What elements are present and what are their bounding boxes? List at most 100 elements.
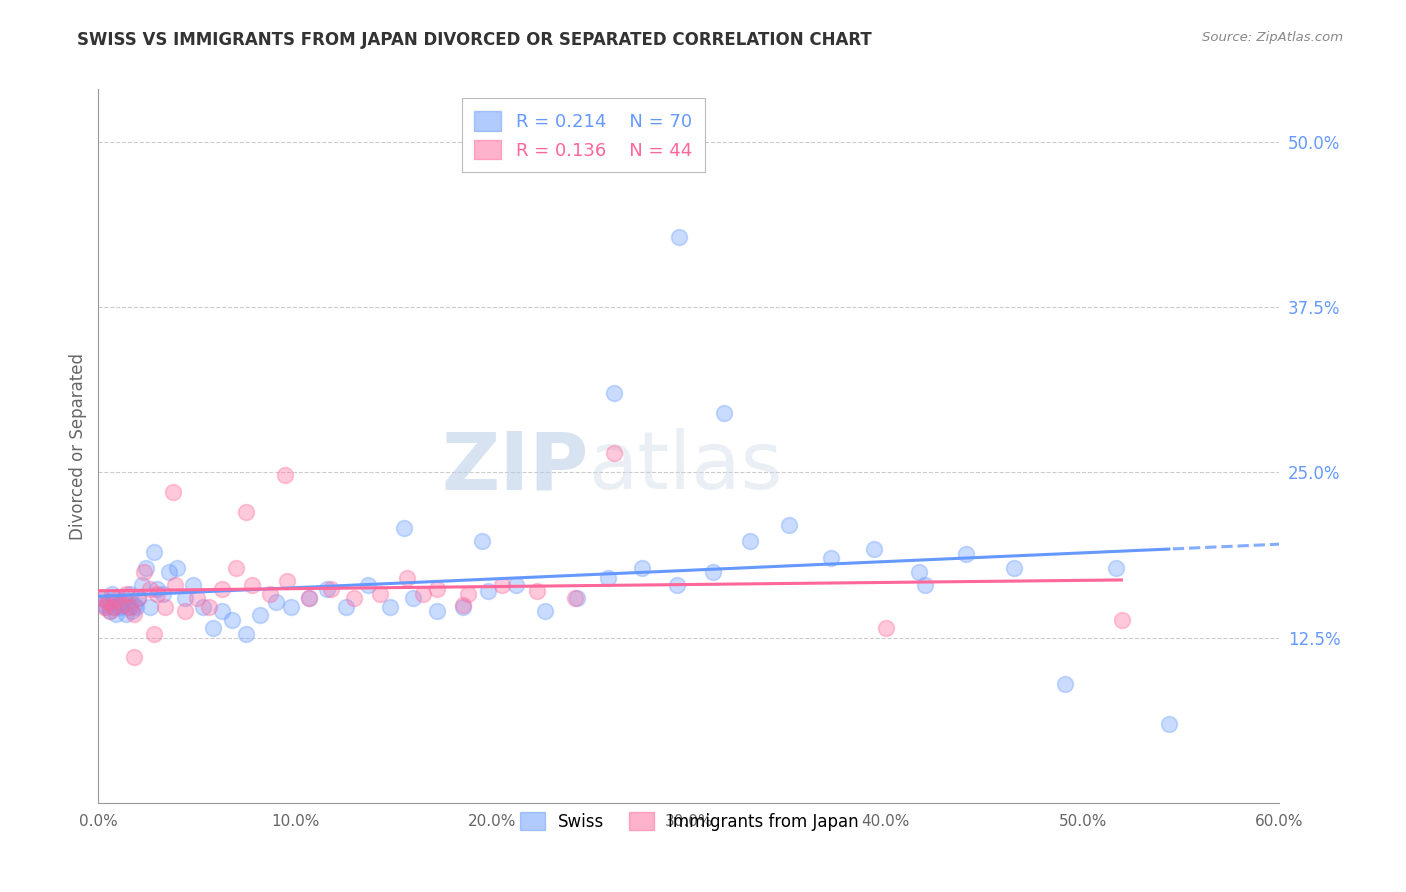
Point (666, 578, 689, 592)
Point (122, 598, 145, 612)
Point (477, 584, 499, 599)
Point (122, 607, 145, 621)
Point (392, 521, 415, 535)
Point (319, 582, 342, 596)
Point (186, 591, 208, 605)
Y-axis label: Divorced or Separated: Divorced or Separated (69, 352, 87, 540)
Point (111, 595, 134, 609)
Point (1159, 716, 1181, 731)
Point (142, 545, 165, 559)
Point (505, 578, 527, 592)
Point (105, 607, 128, 621)
Point (157, 565, 180, 579)
Point (738, 534, 761, 549)
Point (191, 600, 214, 615)
Point (396, 571, 419, 585)
Legend: Swiss, Immigrants from Japan: Swiss, Immigrants from Japan (513, 805, 865, 838)
Text: Source: ZipAtlas.com: Source: ZipAtlas.com (1202, 31, 1343, 45)
Point (368, 587, 391, 601)
Point (534, 604, 557, 618)
Point (335, 600, 357, 615)
Point (875, 621, 897, 635)
Point (914, 578, 936, 592)
Point (603, 445, 626, 459)
Point (103, 591, 125, 605)
Point (402, 591, 425, 605)
Point (201, 621, 224, 635)
Text: atlas: atlas (589, 428, 783, 507)
Point (235, 505, 257, 519)
Point (315, 582, 337, 596)
Point (259, 587, 281, 601)
Text: SWISS VS IMMIGRANTS FROM JAPAN DIVORCED OR SEPARATED CORRELATION CHART: SWISS VS IMMIGRANTS FROM JAPAN DIVORCED … (77, 31, 872, 49)
Point (108, 600, 131, 615)
Point (1002, 560, 1025, 574)
Point (426, 582, 449, 596)
Point (118, 587, 141, 601)
Point (412, 587, 434, 601)
Point (211, 604, 233, 618)
Point (93, 600, 115, 615)
Point (115, 607, 138, 621)
Point (702, 565, 724, 579)
Point (181, 578, 204, 592)
Point (908, 565, 931, 579)
Point (107, 598, 129, 612)
Point (630, 560, 652, 574)
Point (357, 578, 380, 592)
Point (863, 542, 886, 557)
Point (125, 600, 148, 615)
Point (97, 595, 120, 609)
Text: ZIP: ZIP (441, 428, 589, 507)
Point (598, 571, 620, 585)
Point (122, 650, 145, 665)
Point (820, 551, 842, 566)
Point (165, 578, 187, 592)
Point (274, 468, 297, 483)
Point (142, 626, 165, 640)
Point (174, 591, 197, 605)
Point (778, 518, 800, 533)
Point (146, 582, 169, 596)
Point (491, 578, 513, 592)
Point (451, 598, 474, 612)
Point (118, 600, 141, 615)
Point (197, 600, 219, 615)
Point (378, 600, 401, 615)
Point (451, 600, 474, 615)
Point (121, 604, 143, 618)
Point (146, 587, 169, 601)
Point (91, 591, 114, 605)
Point (155, 600, 177, 615)
Point (1105, 560, 1128, 574)
Point (343, 591, 366, 605)
Point (225, 560, 247, 574)
Point (298, 591, 321, 605)
Point (471, 534, 494, 549)
Point (98, 604, 121, 618)
Point (138, 600, 160, 615)
Point (276, 574, 298, 588)
Point (115, 587, 138, 601)
Point (152, 587, 174, 601)
Point (1053, 677, 1076, 691)
Point (240, 578, 263, 592)
Point (174, 604, 197, 618)
Point (91, 591, 114, 605)
Point (111, 598, 134, 612)
Point (107, 591, 129, 605)
Point (221, 614, 243, 628)
Point (162, 485, 184, 500)
Point (135, 560, 157, 574)
Point (96, 600, 118, 615)
Point (526, 584, 548, 599)
Point (132, 565, 155, 579)
Point (426, 604, 449, 618)
Point (235, 626, 257, 640)
Point (713, 406, 735, 420)
Point (166, 560, 188, 574)
Point (211, 582, 233, 596)
Point (280, 600, 302, 615)
Point (103, 600, 125, 615)
Point (103, 600, 125, 615)
